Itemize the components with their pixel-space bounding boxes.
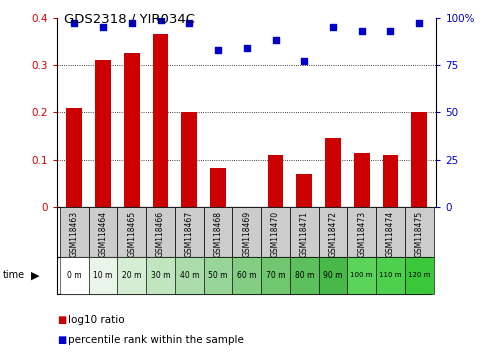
- Point: [70, 21, 78, 26]
- FancyBboxPatch shape: [118, 257, 146, 294]
- Text: log10 ratio: log10 ratio: [68, 315, 125, 325]
- FancyBboxPatch shape: [318, 257, 347, 294]
- Text: GSM118467: GSM118467: [185, 211, 194, 257]
- FancyBboxPatch shape: [347, 207, 376, 257]
- FancyBboxPatch shape: [405, 207, 434, 257]
- Text: ▶: ▶: [31, 270, 39, 280]
- Point: [243, 45, 250, 51]
- FancyBboxPatch shape: [347, 257, 376, 294]
- Text: GSM118474: GSM118474: [386, 211, 395, 257]
- Text: GSM118471: GSM118471: [300, 211, 309, 257]
- Text: 20 m: 20 m: [122, 271, 141, 280]
- Bar: [411, 113, 427, 207]
- FancyBboxPatch shape: [175, 257, 204, 294]
- FancyBboxPatch shape: [290, 207, 318, 257]
- Point: [358, 28, 366, 34]
- Text: GSM118472: GSM118472: [328, 211, 337, 257]
- Text: 50 m: 50 m: [208, 271, 228, 280]
- Text: 40 m: 40 m: [180, 271, 199, 280]
- Bar: [153, 34, 169, 207]
- Point: [186, 21, 193, 26]
- FancyBboxPatch shape: [89, 207, 118, 257]
- Point: [214, 47, 222, 53]
- FancyBboxPatch shape: [405, 257, 434, 294]
- Bar: [325, 138, 341, 207]
- FancyBboxPatch shape: [376, 207, 405, 257]
- Text: 0 m: 0 m: [67, 271, 82, 280]
- Text: 30 m: 30 m: [151, 271, 170, 280]
- Text: GSM118470: GSM118470: [271, 211, 280, 257]
- Text: ■: ■: [57, 335, 66, 345]
- Point: [99, 24, 107, 30]
- Bar: [66, 108, 82, 207]
- Bar: [210, 168, 226, 207]
- Text: GSM118463: GSM118463: [70, 211, 79, 257]
- Text: 110 m: 110 m: [379, 272, 402, 278]
- FancyBboxPatch shape: [175, 207, 204, 257]
- Point: [300, 58, 308, 64]
- Text: 90 m: 90 m: [323, 271, 343, 280]
- Bar: [268, 155, 283, 207]
- FancyBboxPatch shape: [204, 207, 233, 257]
- Text: GDS2318 / YIR034C: GDS2318 / YIR034C: [64, 12, 195, 25]
- FancyBboxPatch shape: [261, 257, 290, 294]
- FancyBboxPatch shape: [60, 257, 89, 294]
- Text: ■: ■: [57, 315, 66, 325]
- Text: time: time: [2, 270, 25, 280]
- FancyBboxPatch shape: [89, 257, 118, 294]
- Text: percentile rank within the sample: percentile rank within the sample: [68, 335, 245, 345]
- Bar: [124, 53, 140, 207]
- Text: 120 m: 120 m: [408, 272, 431, 278]
- FancyBboxPatch shape: [376, 257, 405, 294]
- FancyBboxPatch shape: [146, 257, 175, 294]
- Text: 60 m: 60 m: [237, 271, 256, 280]
- FancyBboxPatch shape: [318, 207, 347, 257]
- Text: GSM118473: GSM118473: [357, 211, 366, 257]
- Text: 10 m: 10 m: [93, 271, 113, 280]
- Point: [128, 21, 136, 26]
- Text: GSM118475: GSM118475: [415, 211, 424, 257]
- Point: [157, 17, 165, 22]
- Point: [271, 38, 279, 43]
- Text: GSM118466: GSM118466: [156, 211, 165, 257]
- FancyBboxPatch shape: [261, 207, 290, 257]
- Bar: [95, 60, 111, 207]
- Text: 100 m: 100 m: [351, 272, 373, 278]
- Text: GSM118469: GSM118469: [242, 211, 251, 257]
- FancyBboxPatch shape: [60, 207, 89, 257]
- Text: 70 m: 70 m: [266, 271, 285, 280]
- Point: [329, 24, 337, 30]
- FancyBboxPatch shape: [233, 207, 261, 257]
- Point: [415, 21, 423, 26]
- Text: GSM118468: GSM118468: [213, 211, 223, 257]
- FancyBboxPatch shape: [146, 207, 175, 257]
- Bar: [182, 113, 197, 207]
- Bar: [296, 174, 312, 207]
- FancyBboxPatch shape: [118, 207, 146, 257]
- Bar: [382, 155, 398, 207]
- Bar: [354, 153, 370, 207]
- Text: GSM118465: GSM118465: [127, 211, 136, 257]
- FancyBboxPatch shape: [233, 257, 261, 294]
- Text: GSM118464: GSM118464: [99, 211, 108, 257]
- Point: [386, 28, 394, 34]
- Text: 80 m: 80 m: [295, 271, 314, 280]
- FancyBboxPatch shape: [204, 257, 233, 294]
- FancyBboxPatch shape: [290, 257, 318, 294]
